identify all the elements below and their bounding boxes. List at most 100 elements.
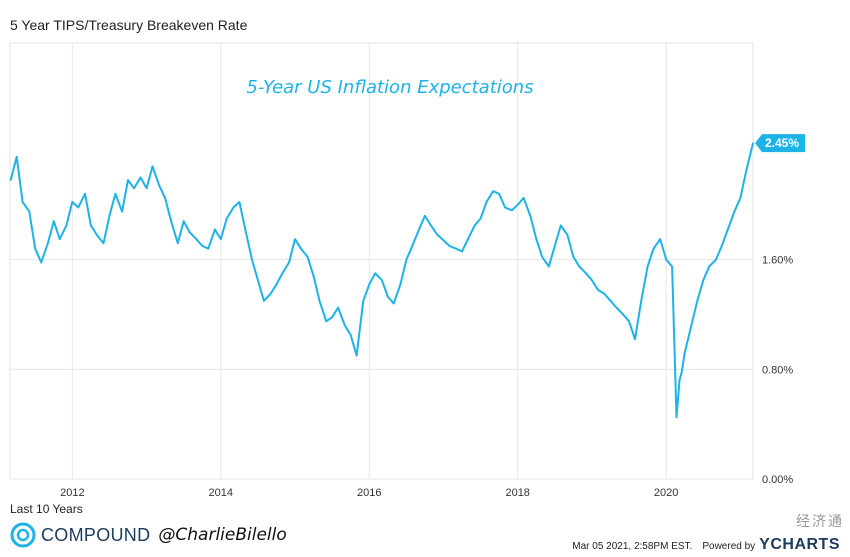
data-point: [177, 242, 179, 244]
data-point: [585, 272, 587, 275]
data-points: [9, 142, 754, 419]
data-point: [504, 206, 506, 209]
last-value-badge: 2.45%: [755, 134, 805, 153]
data-point: [671, 265, 673, 268]
data-point: [665, 258, 667, 261]
data-point: [164, 197, 166, 199]
data-point: [634, 338, 636, 341]
data-point: [251, 258, 253, 261]
data-point: [752, 142, 754, 144]
x-tick-label: 2012: [60, 487, 84, 499]
compound-name: COMPOUND: [41, 524, 151, 545]
data-point: [374, 272, 377, 275]
data-point: [467, 238, 469, 240]
data-point: [77, 206, 80, 209]
last-value-label: 2.45%: [765, 136, 799, 150]
data-point: [560, 224, 562, 227]
plot-frame: [9, 42, 754, 480]
data-point: [127, 179, 129, 181]
data-point: [448, 245, 451, 247]
data-point: [442, 239, 445, 242]
data-point: [721, 245, 723, 247]
data-point: [71, 201, 74, 203]
data-point: [201, 245, 203, 247]
data-point: [424, 215, 426, 217]
data-point: [220, 238, 222, 240]
data-point: [9, 179, 12, 181]
chart-svg: 2012 2014 2016 2018 2020 0.00% 0.80% 1.60% 5-Y…: [9, 42, 805, 499]
data-point: [615, 306, 618, 309]
data-point: [362, 300, 365, 302]
data-point: [411, 245, 414, 247]
x-tick-label: 2016: [357, 487, 381, 499]
author-handle: @CharlieBilello: [158, 525, 287, 545]
data-point: [90, 224, 92, 227]
watermark: 经济通: [796, 514, 844, 530]
data-point: [522, 197, 525, 199]
data-point: [331, 316, 333, 319]
data-point: [652, 247, 655, 250]
data-point: [108, 215, 111, 217]
data-point: [715, 258, 717, 261]
data-point: [306, 256, 309, 258]
data-point: [405, 258, 408, 261]
data-point: [578, 265, 581, 268]
data-point: [151, 165, 154, 168]
y-tick-label: 0.80%: [762, 364, 793, 376]
data-point: [188, 231, 191, 233]
data-point: [708, 265, 710, 268]
data-point: [344, 324, 346, 327]
data-point: [473, 224, 476, 227]
data-point: [232, 206, 235, 209]
footer-credit: Mar 05 2021, 2:58PM EST. Powered by YCHA…: [572, 536, 840, 554]
data-point: [15, 156, 18, 158]
data-point: [689, 327, 692, 330]
data-point: [745, 169, 748, 172]
data-point: [47, 242, 49, 244]
data-point: [418, 228, 420, 231]
data-point: [622, 313, 624, 316]
grid: [10, 43, 753, 480]
data-point: [387, 295, 389, 298]
data-point: [591, 279, 593, 282]
data-point: [678, 379, 681, 382]
data-point: [263, 300, 265, 302]
x-tick-label: 2018: [505, 487, 529, 499]
data-point: [300, 247, 302, 250]
data-point: [548, 265, 550, 268]
data-point: [34, 247, 36, 250]
data-point: [53, 220, 55, 222]
data-point: [28, 210, 31, 213]
data-point: [727, 228, 729, 231]
data-point: [683, 352, 686, 354]
data-point: [535, 238, 538, 240]
data-point: [133, 187, 135, 190]
data-point: [436, 234, 439, 236]
data-point: [102, 242, 105, 244]
data-point: [145, 187, 148, 190]
data-point: [288, 261, 290, 264]
data-point: [485, 201, 488, 203]
data-point: [455, 247, 457, 250]
data-point: [40, 261, 42, 264]
data-point: [294, 238, 296, 240]
x-axis: 2012 2014 2016 2018 2020: [60, 487, 678, 499]
data-point: [207, 247, 209, 250]
x-tick-label: 2014: [209, 487, 233, 499]
data-point: [702, 279, 705, 282]
chart-annotation: 5-Year US Inflation Expectations: [246, 77, 533, 98]
data-point: [58, 238, 61, 240]
data-point: [269, 293, 272, 295]
data-point: [21, 201, 24, 203]
data-point: [399, 283, 402, 286]
data-point: [516, 204, 519, 206]
data-point: [275, 283, 278, 286]
data-point: [733, 210, 736, 213]
data-point: [257, 279, 259, 282]
data-point: [646, 265, 649, 268]
data-point: [739, 197, 742, 199]
compound-logo-icon: [10, 522, 36, 548]
data-point: [225, 217, 228, 220]
data-point: [238, 201, 241, 203]
x-tick-label: 2020: [654, 487, 678, 499]
